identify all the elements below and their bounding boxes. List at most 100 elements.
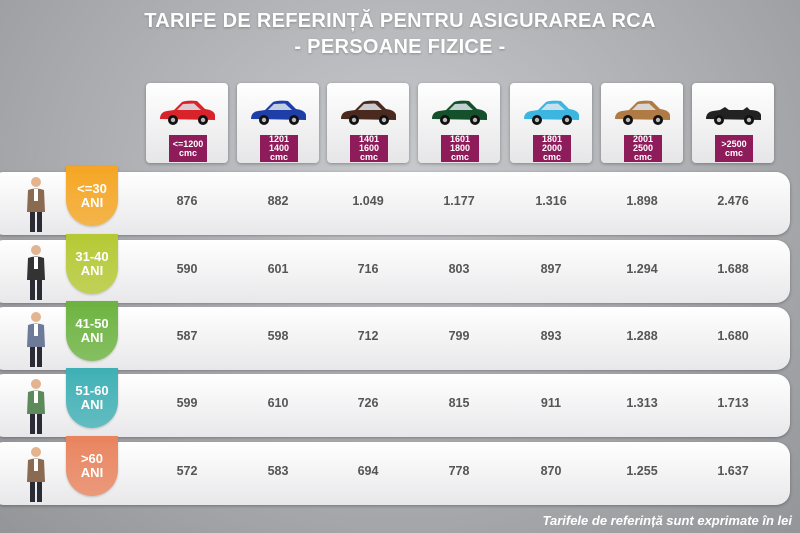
table-cell: 1.255 — [626, 464, 658, 478]
table-cell: 599 — [176, 396, 198, 410]
car-icon — [160, 100, 215, 125]
table-cell: 2.476 — [717, 194, 749, 208]
age-label-line: 41-50 — [75, 316, 109, 331]
age-label-line: ANI — [80, 465, 104, 480]
engine-label: 1801 2000 cmc — [533, 135, 571, 162]
person-icon — [27, 245, 45, 300]
table-row: 31-40 ANI 590 601 716 803 897 1.294 1.688 — [0, 234, 790, 303]
table-cell: 1.288 — [626, 329, 658, 343]
age-label-line: ANI — [80, 397, 104, 412]
table-cell: 1.688 — [717, 262, 749, 276]
table-cell: 712 — [357, 329, 379, 343]
table-cell: 897 — [540, 262, 562, 276]
table-row: 41-50 ANI 587 598 712 799 893 1.288 1.680 — [0, 301, 790, 370]
table-cell: 815 — [448, 396, 470, 410]
table-cell: 610 — [267, 396, 289, 410]
table-cell: 694 — [357, 464, 379, 478]
person-icon — [27, 447, 45, 502]
person-icon — [27, 312, 45, 367]
table-cell: 598 — [267, 329, 289, 343]
engine-label: 1601 1800 cmc — [441, 135, 479, 162]
car-card: 1601 1800 cmc — [418, 83, 500, 163]
engine-label-line: 1601 — [449, 134, 471, 144]
engine-label-line: >2500 — [721, 138, 747, 149]
engine-label-line: 1801 — [541, 134, 563, 144]
table-cell: 1.177 — [443, 194, 475, 208]
engine-label-line: 2000 — [541, 143, 563, 153]
table-cell: 1.316 — [535, 194, 567, 208]
engine-label-line: cmc — [359, 152, 378, 162]
car-card: 1401 1600 cmc — [327, 83, 409, 163]
engine-label: >2500 cmc — [715, 135, 753, 162]
age-badge: <=30 ANI — [66, 166, 118, 226]
table-cell: 716 — [357, 262, 379, 276]
table-cell: 876 — [176, 194, 198, 208]
age-label-line: ANI — [80, 195, 104, 210]
engine-label: <=1200 cmc — [169, 135, 207, 162]
age-badge: 51-60 ANI — [66, 368, 118, 428]
footer-note: Tarifele de referință sunt exprimate în … — [542, 513, 793, 528]
age-label-line: >60 — [80, 451, 104, 466]
table-cell: 1.049 — [352, 194, 384, 208]
car-icon — [432, 100, 487, 125]
car-card: 2001 2500 cmc — [601, 83, 683, 163]
subtitle: - PERSOANE FIZICE - — [294, 36, 506, 58]
table-cell: 1.680 — [717, 329, 749, 343]
age-label-line: <=30 — [77, 181, 107, 196]
table-row: 51-60 ANI 599 610 726 815 911 1.313 1.713 — [0, 368, 790, 437]
table-cell: 572 — [176, 464, 198, 478]
engine-label: 2001 2500 cmc — [624, 135, 662, 162]
table-cell: 911 — [540, 396, 562, 410]
table-row: >60 ANI 572 583 694 778 870 1.255 1.637 — [0, 436, 790, 505]
engine-label-line: <=1200 — [172, 138, 204, 149]
engine-label-line: cmc — [542, 152, 561, 162]
table-cell: 870 — [540, 464, 562, 478]
car-card: 1201 1400 cmc — [237, 83, 319, 163]
age-badge: >60 ANI — [66, 436, 118, 496]
car-icon — [615, 100, 670, 125]
engine-label-line: cmc — [178, 147, 197, 158]
engine-label-line: 1400 — [268, 143, 290, 153]
age-badge: 31-40 ANI — [66, 234, 118, 294]
age-label-line: 31-40 — [75, 249, 109, 264]
person-icon — [27, 177, 45, 232]
car-icon — [251, 100, 306, 125]
table-cell: 882 — [267, 194, 289, 208]
age-badge: 41-50 ANI — [66, 301, 118, 361]
table-cell: 799 — [448, 329, 470, 343]
age-label-line: ANI — [80, 330, 104, 345]
engine-label-line: cmc — [633, 152, 652, 162]
table-cell: 601 — [267, 262, 289, 276]
car-card: <=1200 cmc — [146, 83, 228, 163]
table-cell: 1.637 — [717, 464, 749, 478]
table-cell: 583 — [267, 464, 289, 478]
engine-label: 1401 1600 cmc — [350, 135, 388, 162]
engine-label-line: cmc — [450, 152, 469, 162]
person-icon — [27, 379, 45, 434]
engine-label-line: 1401 — [358, 134, 380, 144]
car-icon — [341, 100, 396, 125]
engine-label-line: 1201 — [268, 134, 290, 144]
table-cell: 893 — [540, 329, 562, 343]
engine-label: 1201 1400 cmc — [260, 135, 298, 162]
table-cell: 778 — [448, 464, 470, 478]
title: TARIFE DE REFERINȚĂ PENTRU ASIGURAREA RC… — [144, 10, 656, 32]
engine-label-line: 2001 — [632, 134, 654, 144]
age-label-line: 51-60 — [75, 383, 109, 398]
table-cell: 1.313 — [626, 396, 658, 410]
engine-label-line: 1800 — [449, 143, 471, 153]
engine-label-line: cmc — [269, 152, 288, 162]
car-icon — [706, 107, 761, 125]
table-cell: 587 — [176, 329, 198, 343]
engine-label-line: 2500 — [632, 143, 654, 153]
table-cell: 803 — [448, 262, 470, 276]
table-row: <=30 ANI 876 882 1.049 1.177 1.316 1.898 2.476 — [0, 166, 790, 235]
age-label-line: ANI — [80, 263, 104, 278]
car-card: >2500 cmc — [692, 83, 774, 163]
engine-label-line: 1600 — [358, 143, 380, 153]
table-cell: 1.713 — [717, 396, 749, 410]
table-cell: 726 — [357, 396, 379, 410]
table-cell: 590 — [176, 262, 198, 276]
table-cell: 1.294 — [626, 262, 658, 276]
